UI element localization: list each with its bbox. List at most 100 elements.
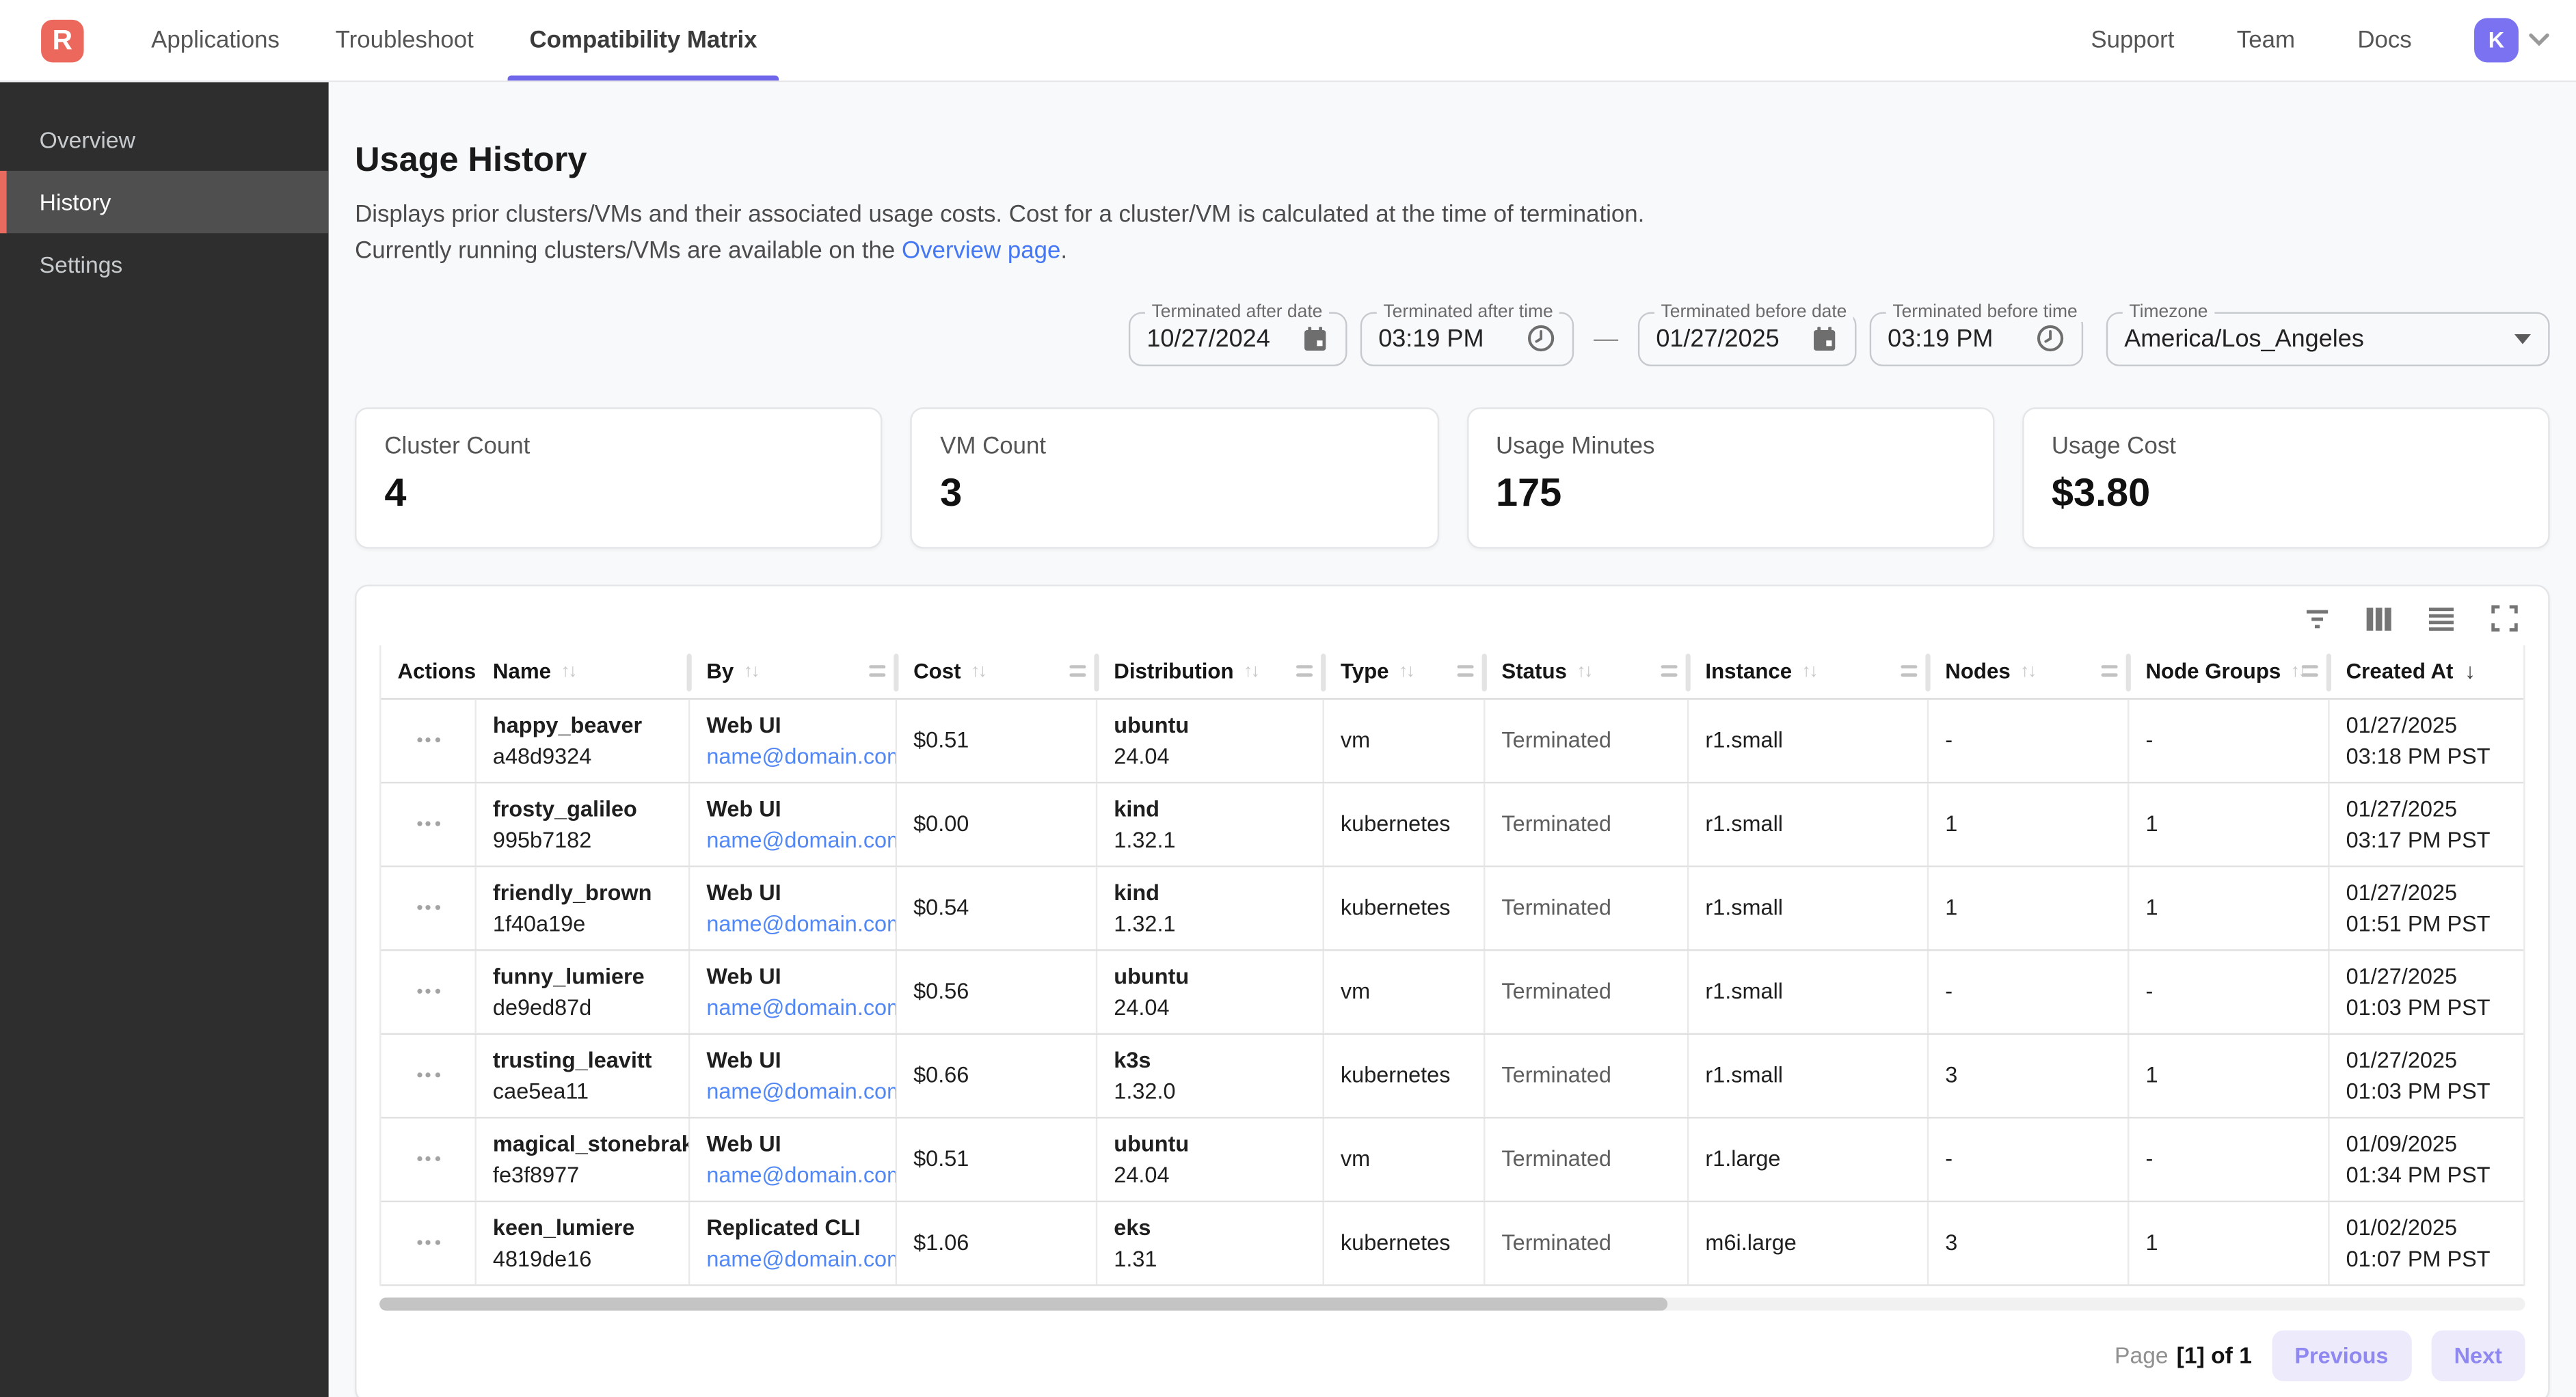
sort-icon: ↑↓ — [970, 662, 987, 682]
column-header-by[interactable]: By ↑↓ — [686, 645, 897, 698]
row-actions-button[interactable] — [416, 979, 440, 1004]
overview-page-link[interactable]: Overview page — [901, 239, 1061, 266]
terminated-before-time-value: 03:19 PM — [1888, 325, 1994, 353]
created-by-email-link[interactable]: name@domain.com — [706, 1163, 898, 1188]
caret-down-icon — [2514, 334, 2532, 345]
table-row: magical_stonebraker fe3f8977 Web UI name@do… — [381, 1118, 2524, 1202]
stat-label: Usage Minutes — [1496, 433, 1655, 460]
horizontal-scrollbar-thumb[interactable] — [379, 1297, 1667, 1311]
replicated-logo[interactable]: R — [41, 18, 84, 62]
instance-value: r1.small — [1705, 1062, 1784, 1087]
created-by-email-link[interactable]: name@domain.com — [706, 911, 898, 936]
created-time: 01:34 PM PST — [2346, 1163, 2491, 1188]
fullscreen-icon[interactable] — [2486, 601, 2522, 637]
row-actions-button[interactable] — [416, 1063, 440, 1088]
density-icon[interactable] — [2424, 601, 2460, 637]
previous-page-button[interactable]: Previous — [2271, 1330, 2412, 1381]
cluster-id: 4819de16 — [492, 1246, 592, 1271]
cell-distribution: kind 1.32.1 — [1097, 867, 1324, 949]
calendar-icon[interactable] — [1301, 325, 1329, 353]
nav-link-support[interactable]: Support — [2091, 27, 2175, 54]
user-avatar[interactable]: K — [2474, 18, 2519, 63]
created-time: 03:18 PM PST — [2346, 744, 2491, 769]
cell-node_groups: 1 — [2129, 1034, 2330, 1117]
sort-icon: ↑↓ — [1801, 662, 1819, 682]
column-separator — [2326, 653, 2331, 692]
column-header-nodes[interactable]: Nodes ↑↓ — [1925, 645, 2129, 698]
created-by-source: Replicated CLI — [706, 1215, 861, 1240]
terminated-before-time-field[interactable]: Terminated before time 03:19 PM — [1869, 302, 2084, 366]
created-time: 01:07 PM PST — [2346, 1246, 2491, 1271]
column-header-type[interactable]: Type ↑↓ — [1321, 645, 1486, 698]
created-by-email-link[interactable]: name@domain.com — [706, 828, 898, 853]
cell-distribution: k3s 1.32.0 — [1097, 1034, 1324, 1117]
column-header-instance[interactable]: Instance ↑↓ — [1685, 645, 1929, 698]
column-header-name[interactable]: Name ↑↓ — [477, 645, 690, 698]
created-by-email-link[interactable]: name@domain.com — [706, 1079, 898, 1104]
cluster-id: 1f40a19e — [492, 911, 586, 936]
cost-value: $0.00 — [913, 811, 969, 837]
nav-right: Support Team Docs K — [2091, 18, 2576, 63]
created-by-email-link[interactable]: name@domain.com — [706, 995, 898, 1020]
sidebar-item-settings[interactable]: Settings — [39, 251, 123, 278]
nav-links: Support Team Docs — [2091, 27, 2474, 53]
cell-status: Terminated — [1485, 867, 1689, 949]
cell-nodes: - — [1929, 699, 2130, 782]
column-header-created[interactable]: Created At ↓ — [2326, 645, 2524, 698]
cost-value: $1.06 — [913, 1230, 969, 1255]
cell-type: vm — [1324, 951, 1486, 1033]
sidebar-item-history[interactable]: History — [0, 170, 329, 234]
row-actions-button[interactable] — [416, 729, 440, 753]
timezone-select[interactable]: Timezone America/Los_Angeles — [2106, 302, 2550, 366]
table-row: keen_lumiere 4819de16 Replicated CLI name@d… — [381, 1202, 2524, 1286]
cell-by: Web UI name@domain.com — [690, 699, 898, 782]
status-value: Terminated — [1501, 1062, 1611, 1087]
columns-icon[interactable] — [2361, 601, 2397, 637]
row-actions-button[interactable] — [416, 1147, 440, 1171]
cell-name: magical_stonebraker fe3f8977 — [477, 1118, 690, 1201]
created-time: 01:03 PM PST — [2346, 1079, 2491, 1104]
column-header-distribution[interactable]: Distribution ↑↓ — [1094, 645, 1324, 698]
data-grid: Actions Name ↑↓ By ↑↓ Cost ↑↓ Distribution ↑↓ Typ… — [379, 645, 2525, 1286]
column-header-label: Nodes — [1945, 659, 2011, 684]
terminated-after-time-field[interactable]: Terminated after time 03:19 PM — [1360, 302, 1574, 366]
created-by-email-link[interactable]: name@domain.com — [706, 744, 898, 769]
nav-tab-compatibility-matrix[interactable]: Compatibility Matrix — [502, 0, 786, 81]
filter-bar: Terminated after date 10/27/2024 Termina… — [355, 302, 2550, 366]
clock-icon[interactable] — [1526, 324, 1555, 353]
terminated-after-date-field[interactable]: Terminated after date 10/27/2024 — [1128, 302, 1347, 366]
cell-name: funny_lumiere de9ed87d — [477, 951, 690, 1033]
next-page-button[interactable]: Next — [2430, 1330, 2525, 1381]
row-actions-button[interactable] — [416, 1231, 440, 1256]
node-groups-value: - — [2145, 727, 2154, 752]
cell-type: kubernetes — [1324, 867, 1486, 949]
nav-tab-applications[interactable]: Applications — [151, 27, 280, 54]
column-header-label: Type — [1340, 659, 1389, 684]
calendar-icon[interactable] — [1810, 325, 1838, 353]
terminated-before-date-field[interactable]: Terminated before date 01/27/2025 — [1637, 302, 1857, 366]
column-header-status[interactable]: Status ↑↓ — [1481, 645, 1689, 698]
cell-type: kubernetes — [1324, 783, 1486, 866]
row-actions-button[interactable] — [416, 812, 440, 837]
distribution-name: k3s — [1114, 1048, 1151, 1073]
created-by-source: Web UI — [706, 712, 781, 737]
status-value: Terminated — [1501, 979, 1611, 1004]
row-actions-button[interactable] — [416, 896, 440, 921]
created-date: 01/27/2025 — [2346, 880, 2458, 905]
node-groups-value: 1 — [2145, 895, 2158, 920]
chevron-down-icon[interactable] — [2528, 33, 2549, 48]
nav-tab-troubleshoot[interactable]: Troubleshoot — [335, 27, 474, 54]
sidebar-item-overview[interactable]: Overview — [39, 126, 135, 153]
nav-link-docs[interactable]: Docs — [2357, 27, 2412, 54]
grid-toolbar — [379, 599, 2525, 639]
column-header-node_groups[interactable]: Node Groups ↑↓ — [2125, 645, 2329, 698]
column-header-cost[interactable]: Cost ↑↓ — [894, 645, 1097, 698]
horizontal-scrollbar-track[interactable] — [379, 1297, 2525, 1311]
filter-icon[interactable] — [2298, 601, 2335, 637]
distribution-name: ubuntu — [1114, 1131, 1190, 1156]
cell-created: 01/09/2025 01:34 PM PST — [2330, 1118, 2524, 1200]
created-date: 01/27/2025 — [2346, 964, 2458, 989]
created-by-email-link[interactable]: name@domain.com — [706, 1246, 898, 1271]
clock-icon[interactable] — [2035, 324, 2065, 353]
nav-link-team[interactable]: Team — [2236, 27, 2296, 54]
